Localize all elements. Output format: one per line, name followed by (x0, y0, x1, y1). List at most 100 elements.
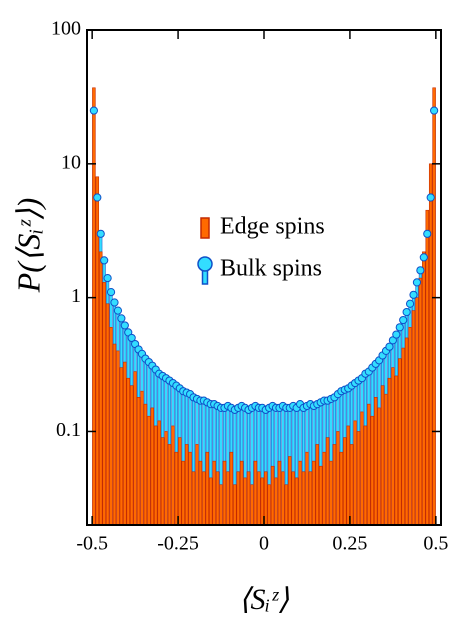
edge-bar (246, 471, 251, 526)
edge-bar (126, 377, 130, 526)
edge-bar (184, 444, 189, 526)
edge-bar (305, 451, 309, 526)
edge-bar (129, 385, 134, 526)
edge-bar (226, 471, 230, 526)
bulk-marker (113, 306, 123, 315)
bulk-marker (385, 342, 394, 351)
edge-bar (336, 431, 340, 526)
edge-bar (209, 477, 213, 526)
edge-bar (119, 367, 124, 526)
edge-bar (219, 484, 223, 526)
bulk-marker (426, 193, 435, 202)
bulk-marker (416, 266, 425, 275)
legend-label: Edge spins (220, 214, 325, 240)
edge-bar (239, 460, 244, 526)
bulk-marker (430, 106, 439, 115)
edge-bar (301, 471, 306, 526)
bulk-marker (419, 253, 428, 262)
edge-bar (339, 451, 344, 526)
x-tick-label: 0.5 (423, 533, 448, 555)
edge-bar (174, 451, 179, 526)
edge-bar (401, 347, 405, 526)
bulk-marker (93, 193, 102, 202)
edge-bar (92, 87, 96, 526)
edge-bar (140, 390, 144, 526)
bulk-marker (405, 299, 415, 308)
edge-bar (157, 420, 161, 526)
edge-bar (432, 87, 436, 526)
edge-bar (322, 451, 326, 526)
bulk-marker (423, 229, 432, 238)
bulk-marker (392, 330, 401, 339)
y-tick-label: 100 (51, 18, 81, 40)
bulk-marker (89, 106, 98, 115)
edge-bar (422, 251, 426, 526)
edge-bar (109, 327, 113, 526)
edge-bar (353, 420, 357, 526)
edge-bar (236, 471, 240, 526)
edge-bar (112, 343, 117, 526)
edge-bar (105, 303, 110, 526)
edge-bar (360, 411, 364, 526)
y-tick-label: 1 (71, 285, 81, 307)
edge-bar (356, 431, 361, 526)
y-tick-label: 0.1 (56, 419, 81, 441)
edge-bar (363, 425, 368, 526)
edge-bar (143, 403, 148, 526)
bulk-marker (409, 290, 418, 299)
edge-bar (312, 460, 316, 526)
edge-bar (415, 297, 419, 526)
edge-bar (404, 337, 409, 526)
edge-bar (370, 415, 374, 526)
edge-bar (329, 460, 333, 526)
edge-bar (160, 437, 165, 526)
edge-bar (332, 444, 337, 526)
edge-bar (288, 456, 292, 526)
bulk-marker (100, 256, 109, 265)
edge-bar (418, 277, 423, 526)
bulk-marker (106, 288, 116, 297)
bulk-marker (110, 298, 119, 307)
edge-bar (253, 460, 258, 526)
edge-bar (181, 460, 185, 526)
edge-bar (308, 471, 313, 526)
x-axis-label: ⟨Sᵢᶻ⟩ (239, 583, 290, 616)
edge-bar (178, 437, 182, 526)
bulk-marker (96, 229, 105, 238)
edge-bar (373, 397, 378, 526)
edge-bar (294, 477, 299, 526)
bulk-marker (117, 314, 126, 323)
bulk-marker (399, 315, 408, 325)
edge-bar (343, 437, 347, 526)
edge-bar (171, 425, 175, 526)
edge-bar (215, 471, 220, 526)
edge-bar (281, 471, 285, 526)
edge-bar (270, 465, 275, 526)
y-tick-label: 10 (61, 151, 81, 173)
legend-swatch (197, 256, 213, 272)
edge-bar (116, 350, 120, 526)
bulk-marker (395, 323, 404, 332)
edge-bar (164, 431, 168, 526)
edge-bar (99, 251, 103, 526)
edge-bar (384, 393, 388, 526)
edge-bar (222, 460, 227, 526)
edge-bar (291, 471, 295, 526)
edge-bar (398, 358, 402, 526)
x-tick-label: 0 (259, 533, 269, 555)
edge-bar (277, 460, 282, 526)
edge-bar (250, 484, 254, 526)
edge-bar (167, 444, 172, 526)
legend-label: Bulk spins (220, 256, 322, 282)
edge-bar (274, 477, 278, 526)
edge-bar (102, 282, 106, 526)
edge-bar (150, 407, 155, 526)
x-tick-label: 0.25 (332, 533, 367, 555)
edge-bar (205, 451, 210, 526)
edge-bar (367, 403, 371, 526)
edge-bar (123, 361, 127, 526)
edge-bar (243, 477, 247, 526)
edge-bar (391, 367, 395, 526)
edge-bar (346, 425, 350, 526)
